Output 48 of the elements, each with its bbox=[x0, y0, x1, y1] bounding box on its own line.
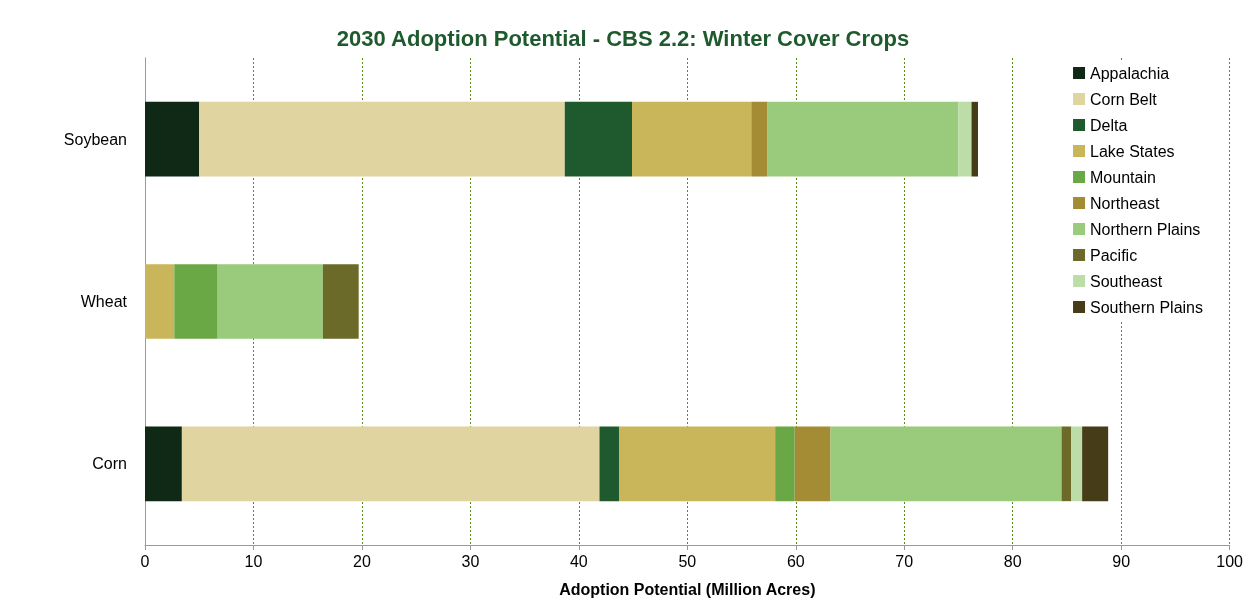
x-tick-label: 90 bbox=[1112, 552, 1131, 570]
legend-label: Southeast bbox=[1090, 272, 1163, 290]
y-tick-label: Wheat bbox=[80, 293, 128, 310]
bar bbox=[751, 101, 768, 177]
bar bbox=[174, 264, 218, 339]
y-tick-label: Corn bbox=[92, 455, 127, 473]
bar bbox=[794, 426, 831, 502]
x-tick-label: 80 bbox=[1003, 552, 1022, 570]
x-tick-label: 40 bbox=[569, 552, 588, 570]
bar bbox=[145, 426, 182, 502]
bar bbox=[599, 426, 619, 502]
x-tick-label: 10 bbox=[244, 552, 263, 570]
y-tick-label: Soybean bbox=[63, 130, 127, 148]
bar bbox=[145, 101, 200, 177]
bar bbox=[767, 101, 959, 177]
bar bbox=[632, 101, 752, 177]
legend-label: Pacific bbox=[1090, 246, 1138, 264]
legend-label: Mountain bbox=[1090, 168, 1156, 186]
chart-title: 2030 Adoption Potential - CBS 2.2: Winter Cover Crops bbox=[336, 25, 910, 51]
bar bbox=[322, 264, 359, 339]
legend-label: Northeast bbox=[1090, 194, 1160, 212]
bar bbox=[775, 426, 795, 502]
legend-label: Lake States bbox=[1090, 142, 1175, 160]
x-tick-label: 70 bbox=[895, 552, 914, 570]
x-tick-label: 30 bbox=[461, 552, 480, 570]
x-tick-label: 60 bbox=[786, 552, 805, 570]
legend-label: Corn Belt bbox=[1090, 90, 1158, 108]
bar bbox=[618, 426, 776, 502]
bar bbox=[1082, 426, 1109, 502]
x-tick-label: 20 bbox=[353, 552, 371, 570]
bar bbox=[1061, 426, 1072, 502]
x-tick-label: 100 bbox=[1216, 552, 1244, 570]
bar bbox=[1071, 426, 1083, 502]
legend-label: Delta bbox=[1090, 116, 1128, 134]
bar bbox=[958, 101, 972, 177]
bar bbox=[199, 101, 565, 177]
legend-label: Northern Plains bbox=[1090, 220, 1201, 238]
bar bbox=[564, 101, 633, 177]
bar bbox=[181, 426, 600, 502]
x-tick-label: 0 bbox=[140, 552, 150, 570]
x-tick-label: 50 bbox=[678, 552, 697, 570]
x-axis-title: Adoption Potential (Million Acres) bbox=[559, 580, 816, 598]
bar bbox=[971, 101, 979, 177]
legend-label: Appalachia bbox=[1090, 64, 1170, 82]
bar bbox=[145, 264, 175, 339]
legend-label: Southern Plains bbox=[1090, 298, 1204, 316]
bar bbox=[217, 264, 323, 339]
bar bbox=[830, 426, 1062, 502]
